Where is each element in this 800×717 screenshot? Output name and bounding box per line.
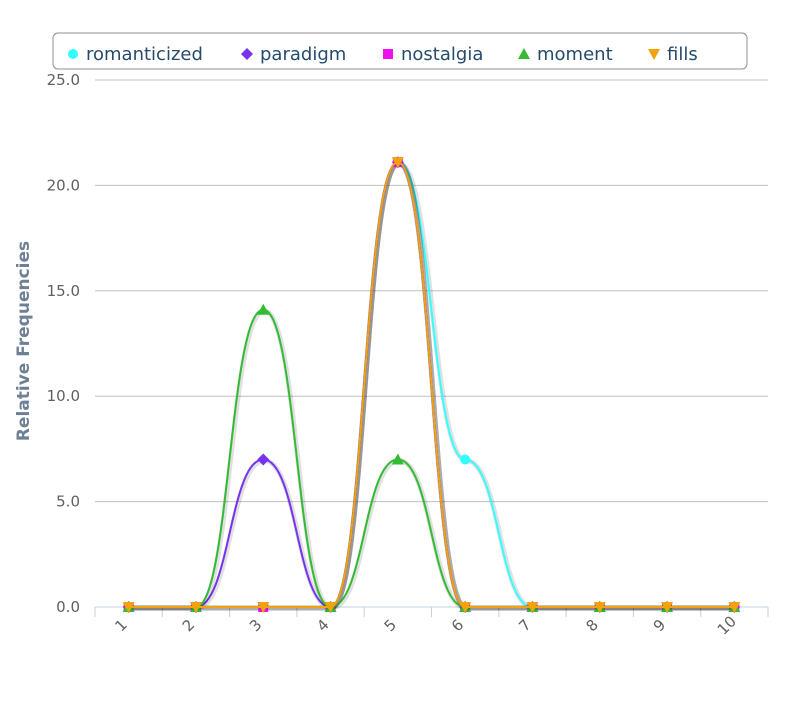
data-point [661,602,674,613]
x-tick-label: 6 [448,616,467,635]
data-point [189,602,202,613]
legend-item-nostalgia[interactable]: nostalgia [383,44,483,65]
x-tick-label: 4 [313,616,332,635]
y-tick-label: 25.0 [47,71,80,89]
x-tick-label: 1 [111,616,130,635]
x-tick-label: 8 [582,616,601,635]
legend-marker-icon [518,48,530,59]
legend-label: moment [537,44,613,65]
legend-marker-icon [241,48,253,60]
x-tick-label: 2 [179,616,198,635]
data-point [122,602,135,613]
data-point [391,157,404,169]
series [122,156,741,613]
legend[interactable]: romanticized paradigm nostalgia moment fills [52,32,748,70]
data-point [257,303,270,315]
legend-marker-icon [68,49,78,59]
legend-marker-icon [383,49,393,59]
data-point [593,602,606,613]
legend-label: fills [667,44,698,65]
grid: 0.0 5.0 10.0 15.0 20.0 25.0 [47,71,768,616]
legend-item-moment[interactable]: moment [518,44,613,65]
legend-item-fills[interactable]: fills [648,44,698,65]
data-point [728,602,741,613]
y-axis-label: Relative Frequencies [14,241,34,441]
legend-item-paradigm[interactable]: paradigm [241,44,346,65]
data-point [324,602,337,613]
y-tick-label: 20.0 [47,176,80,194]
x-tick-label: 5 [381,616,400,635]
x-tick-label: 9 [650,616,669,635]
y-tick-label: 10.0 [47,387,80,405]
data-point [460,454,471,465]
legend-marker-icon [648,49,660,60]
data-point [257,602,270,613]
y-tick-label: 15.0 [47,282,80,300]
series-fills [122,157,741,613]
legend-label: nostalgia [401,44,483,65]
y-tick-label: 0.0 [56,598,80,616]
legend-label: romanticized [86,44,203,65]
data-point [391,453,404,465]
legend-box [52,32,748,70]
legend-label: paradigm [260,44,346,65]
data-point [257,453,270,466]
y-tick-label: 5.0 [56,493,80,511]
legend-item-romanticized[interactable]: romanticized [68,44,203,65]
data-point [459,602,472,613]
data-point [526,602,539,613]
x-tick-label: 3 [246,616,265,635]
x-tick-label: 7 [515,616,534,635]
x-tick-label: 10 [714,612,740,638]
